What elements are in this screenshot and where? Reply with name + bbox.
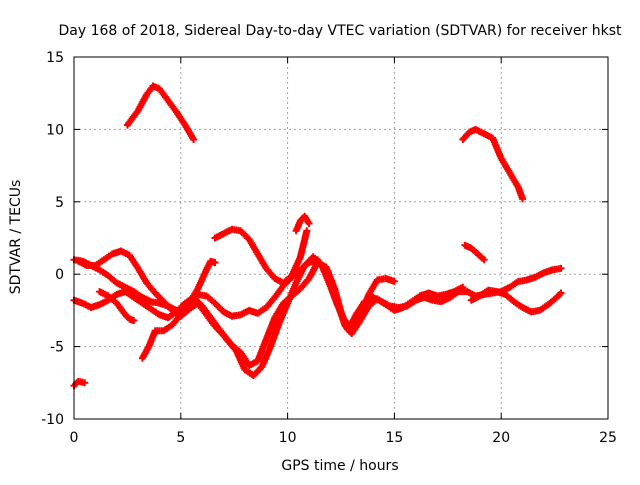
y-tick-label: 5	[55, 195, 64, 211]
series-markers	[459, 125, 527, 203]
series-track-b	[459, 125, 527, 203]
y-tick-label: -10	[41, 412, 64, 428]
x-tick-label: 25	[599, 430, 617, 446]
series-markers	[467, 286, 565, 316]
series-track-l	[96, 288, 138, 324]
axis-ticks: 0 5 10 15 20 25 -10 -5 0 5 10 15	[41, 50, 617, 446]
series-track-i	[292, 212, 313, 235]
x-tick-label: 20	[492, 430, 510, 446]
x-tick-label: 10	[279, 430, 297, 446]
plot-frame	[73, 56, 609, 420]
series-track-a	[123, 82, 198, 143]
y-tick-label: 15	[46, 50, 64, 66]
series-markers	[292, 212, 313, 235]
series-track-k	[467, 286, 565, 316]
x-tick-label: 5	[176, 430, 185, 446]
series-markers	[211, 225, 311, 287]
series-markers	[96, 288, 138, 324]
chart-title: Day 168 of 2018, Sidereal Day-to-day VTE…	[59, 23, 622, 39]
y-tick-label: -5	[50, 340, 64, 356]
series-markers	[461, 241, 488, 264]
x-axis-label: GPS time / hours	[281, 458, 398, 474]
y-tick-label: 0	[55, 267, 64, 283]
y-tick-label: 10	[46, 122, 64, 138]
series-markers	[123, 82, 198, 143]
x-tick-label: 15	[385, 430, 403, 446]
grid-lines	[74, 57, 608, 419]
y-axis-label: SDTVAR / TECUs	[8, 180, 24, 295]
x-tick-label: 0	[70, 430, 79, 446]
series-track-j	[461, 241, 488, 264]
data-points	[70, 82, 565, 390]
series-track-h	[211, 225, 311, 287]
